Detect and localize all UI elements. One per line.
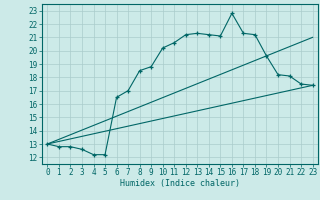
X-axis label: Humidex (Indice chaleur): Humidex (Indice chaleur) <box>120 179 240 188</box>
